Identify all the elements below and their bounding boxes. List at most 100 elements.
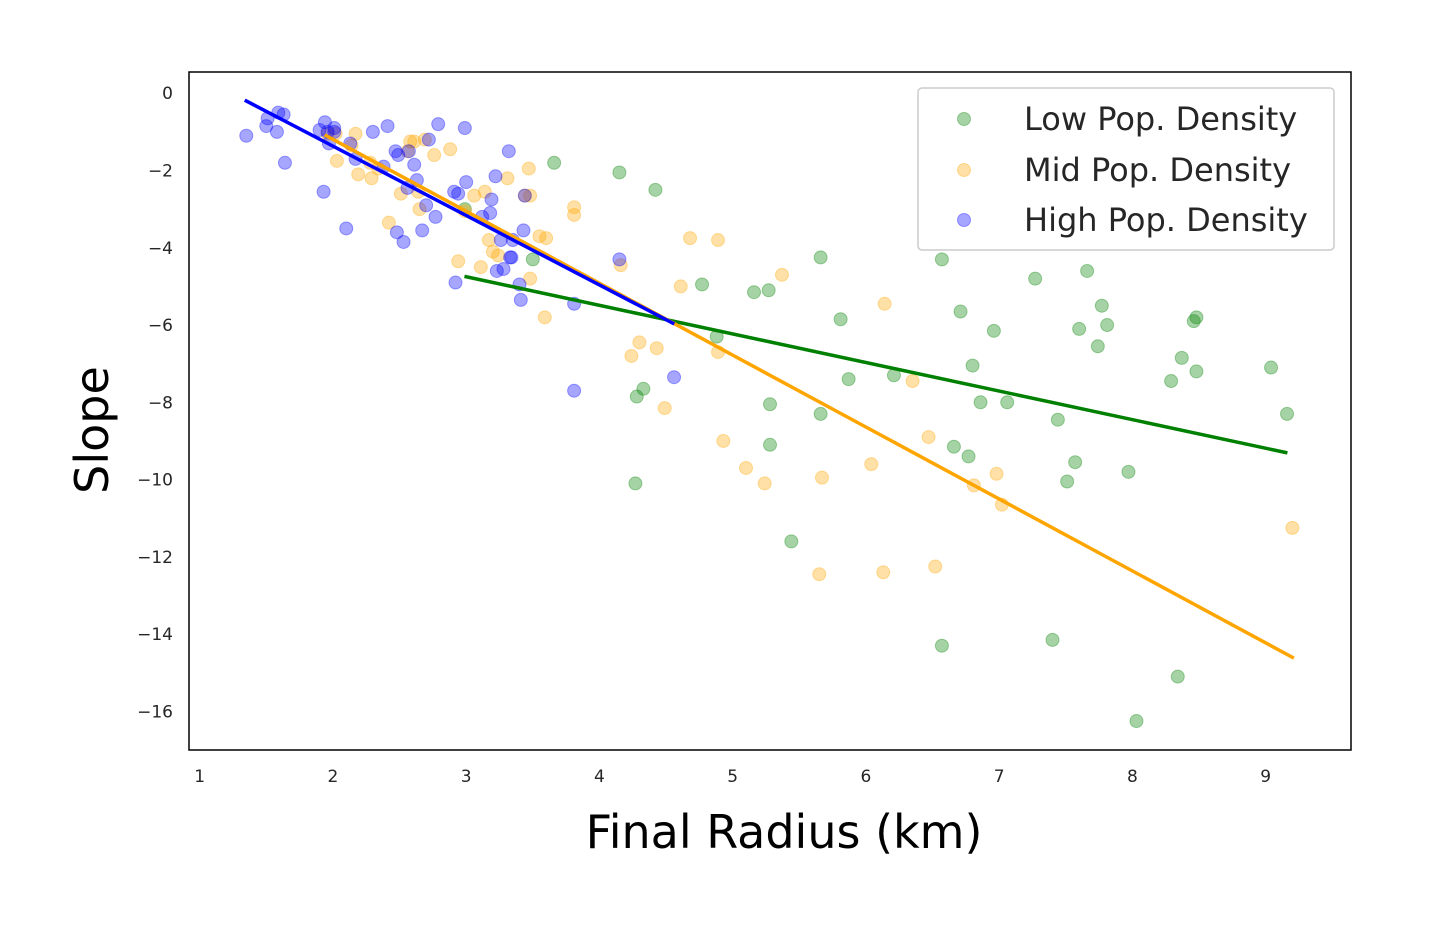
data-point-mid-pop-density: [657, 401, 672, 416]
data-point-mid-pop-density: [613, 258, 628, 273]
y-tick-label: −12: [137, 548, 173, 568]
fit-line-low-pop-density: [464, 274, 1288, 455]
data-point-mid-pop-density: [523, 188, 538, 203]
data-point-high-pop-density: [239, 128, 254, 143]
data-point-low-pop-density: [1094, 298, 1109, 313]
x-tick-label: 8: [1127, 767, 1138, 787]
data-point-mid-pop-density: [567, 200, 582, 215]
data-point-mid-pop-density: [921, 430, 936, 445]
data-point-low-pop-density: [763, 397, 777, 412]
data-point-high-pop-density: [516, 223, 531, 238]
data-point-high-pop-density: [339, 221, 354, 236]
data-point-mid-pop-density: [477, 184, 492, 199]
data-point-high-pop-density: [483, 206, 498, 221]
y-tick-label: −4: [148, 239, 173, 259]
data-point-low-pop-density: [1129, 714, 1144, 729]
data-point-low-pop-density: [1189, 364, 1204, 379]
data-point-mid-pop-density: [877, 296, 892, 311]
data-point-mid-pop-density: [481, 233, 496, 248]
data-point-mid-pop-density: [517, 188, 532, 203]
data-point-high-pop-density: [259, 119, 274, 134]
data-point-high-pop-density: [269, 124, 284, 139]
x-tick-label: 6: [861, 767, 872, 787]
data-point-mid-pop-density: [491, 248, 506, 263]
data-point-mid-pop-density: [989, 466, 1004, 481]
data-point-mid-pop-density: [774, 267, 789, 282]
data-point-mid-pop-density: [329, 153, 344, 168]
data-point-mid-pop-density: [683, 231, 698, 246]
data-point-low-pop-density: [628, 476, 643, 491]
data-point-mid-pop-density: [532, 229, 547, 244]
data-point-low-pop-density: [761, 283, 776, 298]
x-tick-label: 1: [194, 767, 205, 787]
y-tick-label: −2: [148, 162, 173, 182]
data-point-low-pop-density: [747, 285, 762, 300]
data-point-low-pop-density: [973, 395, 988, 410]
data-point-mid-pop-density: [876, 565, 891, 580]
data-point-low-pop-density: [1174, 350, 1189, 365]
data-point-mid-pop-density: [905, 374, 920, 389]
data-point-mid-pop-density: [364, 171, 379, 186]
data-point-high-pop-density: [396, 234, 411, 249]
data-point-low-pop-density: [1189, 310, 1204, 325]
y-tick-label: −16: [137, 702, 173, 722]
data-point-high-pop-density: [496, 262, 511, 277]
data-point-high-pop-density: [459, 175, 474, 190]
data-point-high-pop-density: [504, 250, 519, 265]
data-point-low-pop-density: [1100, 318, 1115, 333]
y-tick-label: −14: [137, 625, 173, 645]
x-tick-label: 5: [727, 767, 738, 787]
data-point-low-pop-density: [965, 358, 980, 373]
x-tick-label: 9: [1260, 767, 1271, 787]
data-point-mid-pop-density: [928, 559, 943, 574]
data-point-high-pop-density: [489, 263, 504, 278]
data-point-mid-pop-density: [407, 134, 422, 149]
data-point-mid-pop-density: [485, 244, 500, 259]
data-point-low-pop-density: [695, 277, 710, 292]
data-point-mid-pop-density: [427, 148, 442, 163]
data-point-high-pop-density: [317, 115, 332, 130]
legend-label: Low Pop. Density: [1024, 100, 1297, 138]
data-point-high-pop-density: [365, 124, 380, 139]
data-point-low-pop-density: [1186, 314, 1201, 329]
data-point-mid-pop-density: [500, 171, 515, 186]
data-point-mid-pop-density: [632, 335, 647, 350]
data-point-mid-pop-density: [412, 202, 427, 217]
data-point-high-pop-density: [612, 252, 627, 267]
fit-lines: [243, 98, 1295, 660]
data-point-low-pop-density: [525, 252, 540, 267]
y-tick-labels: 0 −2 −4 −6 −8 −10 −12 −14 −16: [137, 84, 173, 722]
data-point-low-pop-density: [1045, 632, 1060, 647]
fit-line-high-pop-density: [243, 98, 676, 326]
data-point-mid-pop-density: [417, 132, 432, 147]
data-point-high-pop-density: [667, 370, 682, 385]
data-point-high-pop-density: [312, 122, 327, 137]
data-point-low-pop-density: [934, 638, 949, 653]
data-point-mid-pop-density: [649, 341, 664, 356]
data-point-high-pop-density: [327, 121, 342, 136]
y-tick-label: −6: [148, 316, 173, 336]
legend-label: High Pop. Density: [1024, 201, 1308, 239]
data-point-mid-pop-density: [393, 186, 408, 201]
legend-label: Mid Pop. Density: [1024, 151, 1291, 189]
data-point-high-pop-density: [391, 148, 406, 163]
data-point-low-pop-density: [784, 534, 799, 549]
data-point-high-pop-density: [401, 144, 416, 159]
data-point-high-pop-density: [421, 132, 436, 147]
data-point-mid-pop-density: [864, 457, 879, 472]
data-point-high-pop-density: [513, 292, 528, 307]
data-point-low-pop-density: [1028, 271, 1043, 286]
legend-marker: [957, 163, 971, 177]
data-point-low-pop-density: [1060, 474, 1075, 489]
x-axis-title: Final Radius (km): [586, 805, 983, 859]
data-point-low-pop-density: [961, 449, 976, 464]
data-point-mid-pop-density: [400, 144, 415, 159]
y-tick-label: 0: [162, 84, 173, 104]
data-point-mid-pop-density: [381, 215, 396, 230]
data-point-high-pop-density: [407, 157, 422, 172]
x-tick-labels: 1 2 3 4 5 6 7 8 9: [194, 767, 1271, 787]
data-point-mid-pop-density: [473, 260, 488, 275]
data-point-mid-pop-density: [624, 348, 639, 363]
y-axis-title: Slope: [65, 366, 119, 494]
